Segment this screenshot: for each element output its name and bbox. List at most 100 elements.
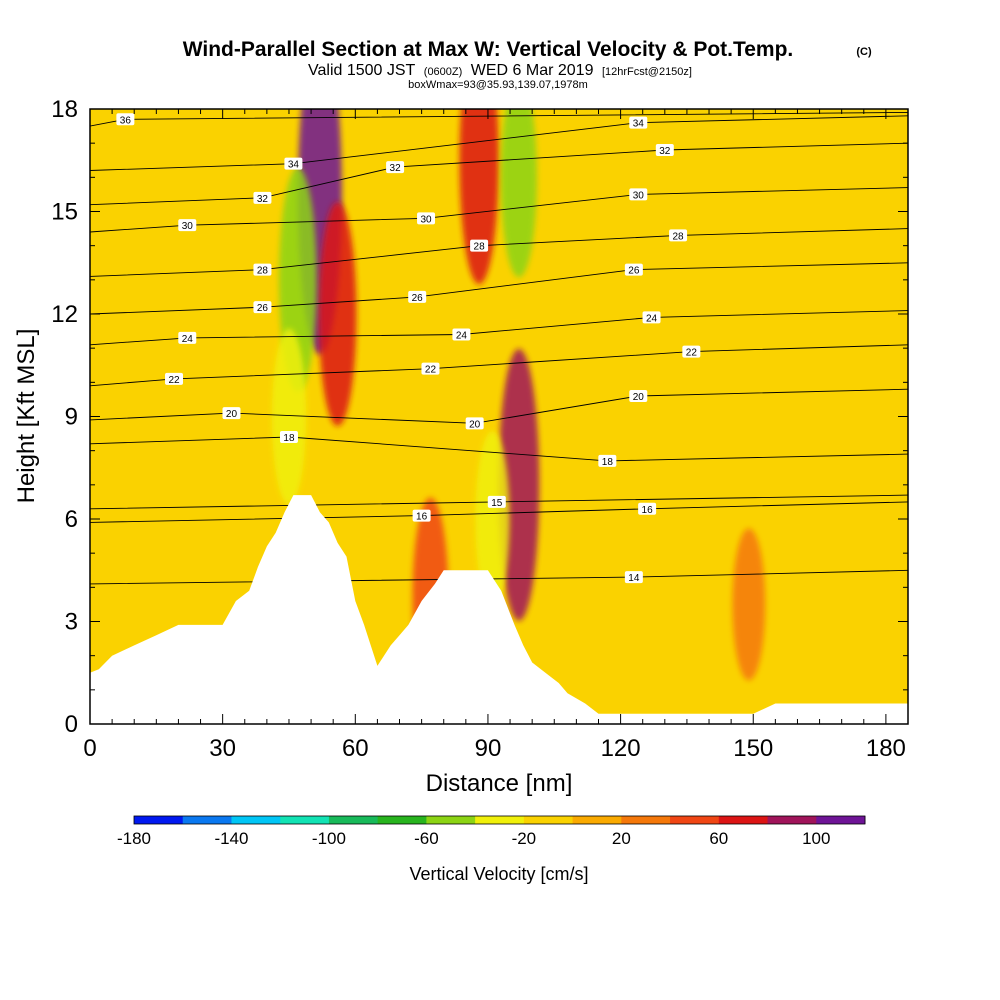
contour-label-21: 20 — [222, 407, 241, 420]
vv-feature-9 — [732, 528, 766, 681]
y-tick-label-6: 18 — [51, 96, 78, 123]
svg-text:22: 22 — [425, 365, 437, 376]
chart-subtitle: Valid 1500 JST (0600Z) WED 6 Mar 2019 [1… — [308, 62, 692, 79]
y-tick-label-4: 12 — [51, 301, 78, 328]
svg-text:24: 24 — [456, 331, 468, 342]
contour-label-26: 16 — [412, 509, 431, 523]
colorbar-segment-14 — [816, 816, 866, 824]
svg-text:22: 22 — [686, 348, 698, 359]
vv-feature-7 — [500, 109, 537, 278]
x-axis-label: Distance [nm] — [426, 770, 573, 797]
contour-label-8: 30 — [629, 188, 648, 201]
x-axis: 0 30 60 90 120 150 180 — [83, 109, 906, 762]
colorbar-tick-label-5: 20 — [612, 829, 631, 848]
colorbar-title: Vertical Velocity [cm/s] — [409, 864, 588, 884]
subtitle-valid: Valid 1500 JST — [308, 62, 416, 79]
contour-label-7: 30 — [417, 212, 436, 225]
colorbar-segment-1 — [182, 816, 232, 824]
y-tick-label-5: 15 — [51, 199, 78, 226]
colorbar-tick-label-0: -180 — [117, 829, 151, 848]
contour-label-27: 16 — [638, 502, 657, 516]
colorbar-segment-8 — [523, 816, 574, 824]
chart-title: Wind-Parallel Section at Max W: Vertical… — [183, 38, 794, 61]
colorbar-segment-7 — [475, 816, 525, 824]
contour-label-3: 32 — [253, 191, 272, 205]
colorbar-segment-3 — [280, 816, 330, 824]
contour-label-15: 24 — [178, 331, 197, 345]
svg-text:34: 34 — [288, 160, 300, 171]
contour-label-14: 26 — [624, 263, 643, 277]
isentrope-18 — [90, 436, 908, 462]
contour-label-4: 32 — [386, 161, 405, 174]
svg-text:30: 30 — [633, 190, 645, 201]
title-copyright: (C) — [856, 46, 872, 58]
isentrope-16 — [90, 501, 908, 523]
contour-label-22: 20 — [465, 417, 484, 430]
colorbar-segment-5 — [377, 816, 427, 824]
svg-text:20: 20 — [633, 392, 645, 403]
contour-label-23: 20 — [629, 390, 648, 403]
colorbar-segment-0 — [134, 816, 184, 824]
isentrope-34 — [90, 115, 908, 171]
colorbar-segment-12 — [718, 816, 769, 824]
contour-label-2: 34 — [629, 116, 648, 130]
svg-text:16: 16 — [642, 505, 654, 516]
colorbar-segment-2 — [231, 816, 281, 824]
svg-text:32: 32 — [659, 146, 671, 157]
svg-text:20: 20 — [469, 419, 481, 430]
svg-text:26: 26 — [257, 303, 269, 314]
x-tick-label-0: 0 — [83, 735, 96, 762]
contour-label-24: 18 — [279, 431, 298, 444]
colorbar-segment-11 — [670, 816, 720, 824]
svg-text:28: 28 — [474, 242, 486, 253]
x-tick-label-6: 180 — [866, 735, 906, 762]
svg-text:14: 14 — [628, 573, 640, 584]
colorbar-tick-label-1: -140 — [214, 829, 248, 848]
vv-feature-8 — [475, 431, 510, 607]
colorbar-segment-9 — [572, 816, 622, 824]
contour-label-9: 28 — [253, 263, 272, 277]
svg-text:32: 32 — [390, 163, 402, 174]
svg-text:36: 36 — [120, 115, 132, 126]
y-tick-label-3: 9 — [65, 404, 78, 431]
svg-text:28: 28 — [257, 266, 269, 277]
chart-annotation: boxWmax=93@35.93,139.07,1978m — [408, 79, 588, 91]
x-tick-label-4: 120 — [601, 735, 641, 762]
contour-label-10: 28 — [470, 239, 489, 253]
contour-labels: 36 34 34 32 32 32 30 30 30 28 28 28 26 26 26 24 24 24 22 22… — [116, 113, 701, 584]
y-tick-label-1: 3 — [65, 609, 78, 636]
y-axis-label: Height [Kft MSL] — [13, 329, 40, 504]
contour-label-11: 28 — [669, 229, 688, 242]
contour-label-5: 32 — [655, 144, 674, 157]
contour-label-12: 26 — [253, 301, 272, 314]
contour-label-28: 15 — [487, 495, 506, 509]
subtitle-forecast: [12hrFcst@2150z] — [602, 66, 692, 78]
contour-label-18: 22 — [165, 372, 184, 386]
contour-label-29: 14 — [624, 571, 643, 584]
svg-text:26: 26 — [412, 293, 424, 304]
svg-text:30: 30 — [182, 221, 194, 232]
colorbar-tick-label-3: -60 — [414, 829, 439, 848]
terrain — [90, 495, 908, 724]
svg-text:28: 28 — [673, 231, 685, 242]
svg-text:30: 30 — [420, 214, 432, 225]
plot-area: 36 34 34 32 32 32 30 30 30 28 28 28 26 26 26 24 24 24 22 22… — [90, 109, 908, 724]
vv-feature-2 — [459, 109, 499, 285]
svg-text:24: 24 — [646, 313, 658, 324]
svg-text:22: 22 — [168, 375, 180, 386]
colorbar-tick-label-4: -20 — [512, 829, 537, 848]
vv-feature-6 — [271, 328, 307, 505]
contour-label-0: 36 — [116, 113, 135, 126]
x-tick-label-5: 150 — [733, 735, 773, 762]
x-tick-label-3: 90 — [475, 735, 502, 762]
svg-text:26: 26 — [628, 266, 640, 277]
colorbar-tick-label-7: 100 — [802, 829, 830, 848]
contour-label-19: 22 — [421, 362, 440, 376]
colorbar-segment-13 — [767, 816, 817, 824]
contour-label-16: 24 — [452, 328, 471, 342]
colorbar-segment-10 — [621, 816, 671, 824]
y-tick-label-2: 6 — [65, 506, 78, 533]
contour-label-17: 24 — [642, 311, 661, 324]
